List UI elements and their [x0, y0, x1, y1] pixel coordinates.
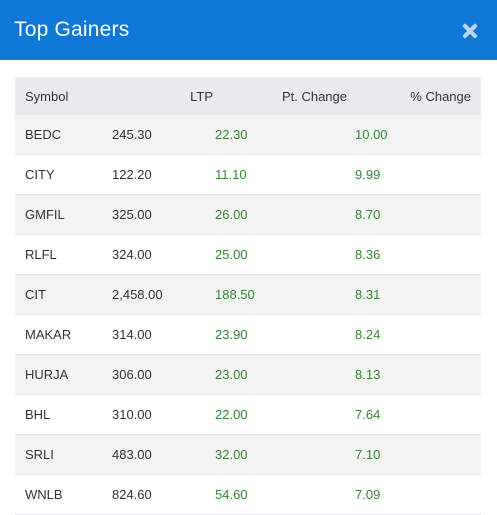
cell-pct-change: 7.10 [355, 447, 381, 462]
cell-pt-change: 32.00 [215, 447, 248, 462]
cell-symbol[interactable]: RLFL [25, 247, 57, 262]
column-header-ltp[interactable]: LTP [190, 88, 213, 104]
cell-pct-change: 8.31 [355, 287, 381, 302]
cell-symbol[interactable]: HURJA [25, 367, 69, 382]
cell-ltp: 483.00 [112, 447, 152, 462]
top-gainers-modal: Top Gainers Symbol LTP Pt. Change % Chan… [0, 0, 497, 502]
cell-pct-change: 8.13 [355, 367, 381, 382]
cell-symbol[interactable]: SRLI [25, 447, 54, 462]
modal-header: Top Gainers [0, 0, 497, 60]
cell-pt-change: 22.30 [215, 127, 248, 142]
column-header-symbol[interactable]: Symbol [25, 88, 69, 104]
cell-ltp: 122.20 [112, 167, 152, 182]
cell-pct-change: 10.00 [355, 127, 388, 142]
cell-pct-change: 8.70 [355, 207, 381, 222]
cell-pt-change: 26.00 [215, 207, 248, 222]
table-row[interactable]: GMFIL 325.00 26.00 8.70 [15, 194, 481, 235]
gainers-table: Symbol LTP Pt. Change % Change BEDC 245.… [15, 77, 481, 515]
close-icon[interactable] [459, 20, 481, 42]
cell-symbol[interactable]: WNLB [25, 487, 63, 502]
cell-symbol[interactable]: GMFIL [25, 207, 65, 222]
cell-pt-change: 54.60 [215, 487, 248, 502]
cell-symbol[interactable]: BHL [25, 407, 51, 422]
cell-symbol[interactable]: CIT [25, 287, 46, 302]
modal-title: Top Gainers [14, 18, 130, 41]
table-row[interactable]: BEDC 245.30 22.30 10.00 [15, 115, 481, 155]
gainers-table-container: Symbol LTP Pt. Change % Change BEDC 245.… [15, 77, 481, 515]
table-row[interactable]: RLFL 324.00 25.00 8.36 [15, 234, 481, 275]
table-row[interactable]: HURJA 306.00 23.00 8.13 [15, 354, 481, 395]
table-row[interactable]: CIT 2,458.00 188.50 8.31 [15, 274, 481, 315]
table-row[interactable]: MAKAR 314.00 23.90 8.24 [15, 314, 481, 355]
cell-pct-change: 7.09 [355, 487, 381, 502]
cell-ltp: 824.60 [112, 487, 152, 502]
cell-pt-change: 11.10 [215, 167, 247, 182]
cell-ltp: 306.00 [112, 367, 152, 382]
cell-pct-change: 8.24 [355, 327, 381, 342]
cell-symbol[interactable]: MAKAR [25, 327, 72, 342]
cell-pt-change: 188.50 [215, 287, 255, 302]
cell-ltp: 245.30 [112, 127, 152, 142]
column-header-pt-change[interactable]: Pt. Change [281, 88, 347, 104]
table-row[interactable]: WNLB 824.60 54.60 7.09 [15, 474, 481, 515]
cell-symbol[interactable]: CITY [25, 167, 55, 182]
cell-pt-change: 23.00 [215, 367, 248, 382]
cell-pt-change: 22.00 [215, 407, 248, 422]
cell-ltp: 310.00 [112, 407, 152, 422]
column-header-pct-change[interactable]: % Change [410, 88, 471, 104]
cell-ltp: 314.00 [112, 327, 152, 342]
table-row[interactable]: BHL 310.00 22.00 7.64 [15, 394, 481, 435]
cell-pt-change: 23.90 [215, 327, 248, 342]
cell-symbol[interactable]: BEDC [25, 127, 62, 142]
cell-pct-change: 7.64 [355, 407, 381, 422]
table-row[interactable]: SRLI 483.00 32.00 7.10 [15, 434, 481, 475]
cell-pt-change: 25.00 [215, 247, 248, 262]
table-header-row: Symbol LTP Pt. Change % Change [15, 77, 481, 115]
table-row[interactable]: CITY 122.20 11.10 9.99 [15, 154, 481, 195]
cell-ltp: 324.00 [112, 247, 152, 262]
cell-pct-change: 8.36 [355, 247, 381, 262]
cell-ltp: 325.00 [112, 207, 152, 222]
cell-ltp: 2,458.00 [112, 287, 163, 302]
cell-pct-change: 9.99 [355, 167, 381, 182]
